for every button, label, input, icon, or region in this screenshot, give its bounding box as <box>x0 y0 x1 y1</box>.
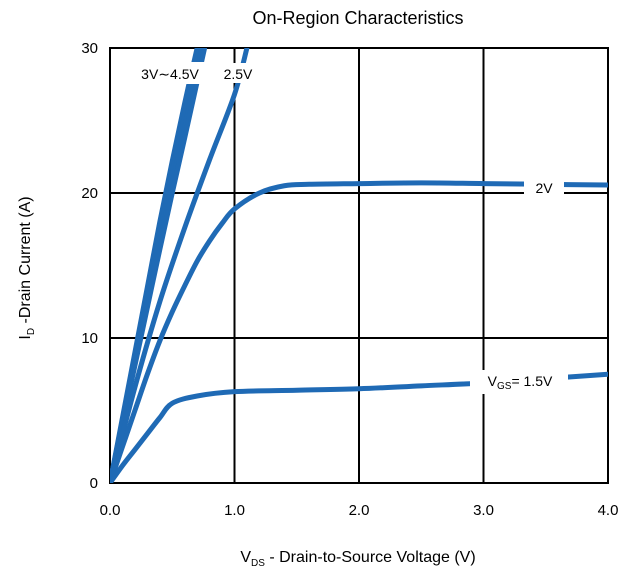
chart-title: On-Region Characteristics <box>252 8 463 28</box>
series-line-2-5V <box>110 48 250 483</box>
x-axis-label: VDS - Drain-to-Source Voltage (V) <box>240 549 475 569</box>
y-tick-label: 20 <box>81 185 98 202</box>
y-tick-label: 10 <box>81 330 98 347</box>
curve-labels: 3V∼4.5V 2.5V 2V VGS= 1.5V <box>124 62 568 394</box>
label-3v-4-5v: 3V∼4.5V <box>141 66 199 82</box>
y-tick-label: 0 <box>90 475 98 492</box>
series-line-3V <box>110 48 208 483</box>
x-tick-label: 0.0 <box>100 502 121 519</box>
tick-labels: 0.0 1.0 2.0 3.0 4.0 0 10 20 30 <box>81 40 618 519</box>
x-tick-label: 1.0 <box>224 502 245 519</box>
label-vgs-1-5v: VGS= 1.5V <box>488 373 553 392</box>
label-backdrop-2v <box>524 177 564 199</box>
x-tick-label: 3.0 <box>473 502 494 519</box>
label-backdrop-1-5v <box>470 370 568 394</box>
label-backdrop-2-5v <box>218 63 258 83</box>
x-tick-label: 2.0 <box>349 502 370 519</box>
label-2v: 2V <box>535 180 553 196</box>
label-2-5v: 2.5V <box>224 66 253 82</box>
series-line-2V <box>110 180 608 483</box>
y-axis-label: ID -Drain Current (A) <box>17 196 37 339</box>
x-tick-label: 4.0 <box>598 502 619 519</box>
y-tick-label: 30 <box>81 40 98 57</box>
label-backdrop-group <box>124 62 216 84</box>
